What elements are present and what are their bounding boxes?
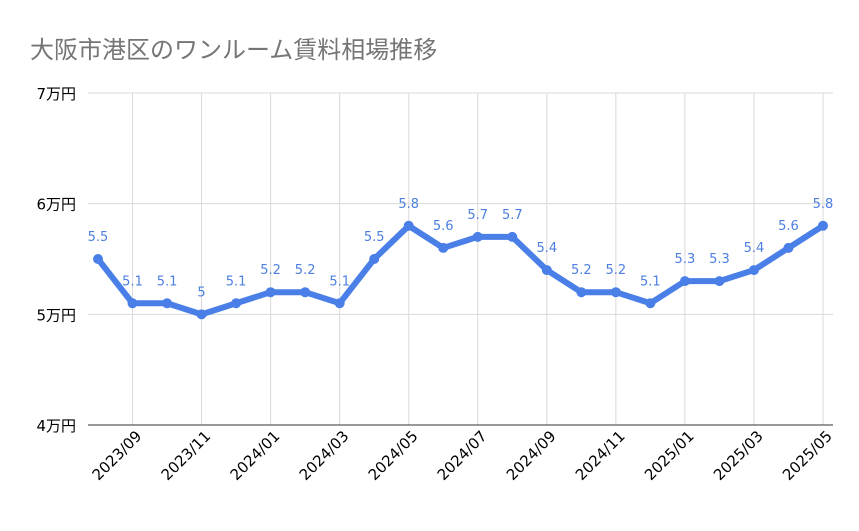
data-point: [748, 265, 759, 276]
x-tick-label: 2025/03: [710, 427, 767, 484]
data-label: 5.2: [571, 263, 592, 278]
data-label: 5.5: [88, 230, 109, 245]
data-label: 5: [197, 285, 205, 300]
data-point: [783, 242, 794, 253]
data-point: [265, 287, 276, 298]
x-tick-label: 2024/03: [296, 427, 353, 484]
data-labels: 5.5 5.1 5.1 5 5.1 5.2 5.2 5.1 5.5 5.8 5.6 5.7 5.7 5.4…: [88, 197, 834, 301]
data-point: [403, 220, 414, 231]
data-point: [196, 309, 207, 320]
data-point: [541, 265, 552, 276]
data-point: [818, 220, 828, 231]
data-label: 5.3: [709, 252, 730, 267]
y-tick-label: 5万円: [36, 306, 76, 324]
data-label: 5.8: [813, 197, 834, 212]
data-label: 5.7: [502, 208, 523, 223]
data-label: 5.1: [157, 274, 178, 289]
x-tick-label: 2024/01: [227, 427, 284, 484]
x-axis-tick-labels: 2023/09 2023/11 2024/01 2024/03 2024/05 2024/…: [89, 427, 836, 484]
data-label: 5.1: [122, 274, 143, 289]
data-label: 5.7: [467, 208, 488, 223]
data-label: 5.5: [364, 230, 385, 245]
y-tick-label: 4万円: [36, 417, 76, 435]
x-tick-label: 2024/09: [503, 427, 560, 484]
series-line: [95, 222, 826, 318]
data-point: [576, 287, 587, 298]
data-label: 5.1: [640, 274, 661, 289]
y-tick-label: 6万円: [36, 196, 76, 214]
data-point: [645, 298, 656, 309]
series-line-group: [95, 222, 826, 318]
x-tick-label: 2023/09: [89, 427, 146, 484]
data-point: [679, 276, 690, 287]
x-tick-label: 2025/01: [641, 427, 698, 484]
data-point: [231, 298, 242, 309]
data-point: [438, 242, 449, 253]
chart-title: 大阪市港区のワンルーム賃料相場推移: [30, 36, 438, 64]
data-label: 5.2: [606, 263, 627, 278]
data-label: 5.2: [260, 263, 281, 278]
x-tick-label: 2025/05: [779, 427, 836, 484]
y-tick-label: 7万円: [36, 85, 76, 103]
x-tick-label: 2024/07: [434, 427, 491, 484]
data-label: 5.6: [778, 219, 799, 234]
data-point: [93, 254, 103, 264]
x-tick-label: 2024/05: [365, 427, 422, 484]
data-point: [127, 298, 138, 309]
data-point: [162, 298, 173, 309]
data-point: [334, 298, 345, 309]
data-point: [507, 231, 518, 242]
data-point: [714, 276, 725, 287]
y-axis-tick-labels: 7万円 6万円 5万円 4万円: [36, 85, 76, 435]
data-label: 5.1: [329, 274, 350, 289]
data-points: [93, 220, 828, 320]
vertical-gridlines: [132, 93, 824, 425]
data-label: 5.4: [536, 241, 557, 256]
data-label: 5.4: [744, 241, 765, 256]
data-point: [472, 231, 483, 242]
data-label: 5.3: [675, 252, 696, 267]
data-label: 5.1: [226, 274, 247, 289]
x-tick-label: 2024/11: [572, 427, 629, 484]
x-tick-label: 2023/11: [158, 427, 215, 484]
data-point: [300, 287, 311, 298]
data-label: 5.6: [433, 219, 454, 234]
data-label: 5.8: [398, 197, 419, 212]
data-point: [369, 254, 380, 264]
data-label: 5.2: [295, 263, 316, 278]
data-point: [610, 287, 621, 298]
horizontal-gridlines: [88, 92, 833, 426]
